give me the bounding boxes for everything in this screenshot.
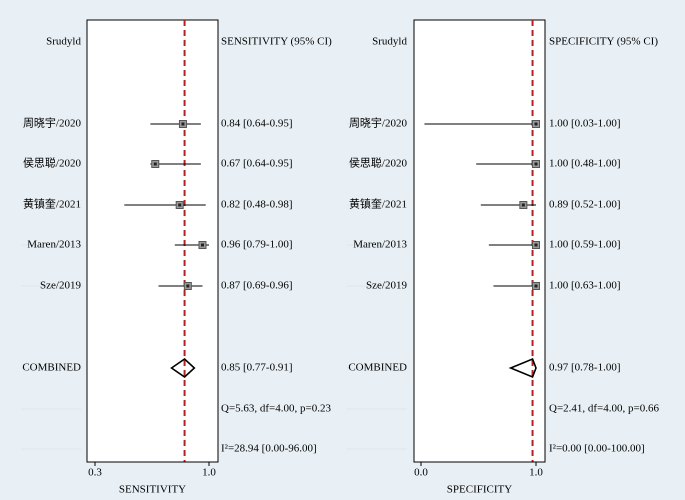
x-tick-label: 0.3 xyxy=(88,467,102,479)
plot-area xyxy=(86,19,219,463)
study-estimate-text: 1.00 [0.48-1.00] xyxy=(549,158,621,170)
combined-estimate-text: 0.97 [0.78-1.00] xyxy=(549,362,621,374)
study-label: Maren/2013 xyxy=(27,239,81,251)
point-estimate-center xyxy=(153,162,157,166)
heterogeneity-i2-text: I²=0.00 [0.00-100.00] xyxy=(549,443,645,455)
study-estimate-text: 0.96 [0.79-1.00] xyxy=(221,239,293,251)
x-tick-label: 0.0 xyxy=(414,467,428,479)
forest-panel-sensitivity: Srudyld SENSITIVITY (95% CI) 周晓宇/2020 0.84 … xyxy=(21,19,332,496)
point-estimate-center xyxy=(534,162,538,166)
point-estimate-center xyxy=(186,284,190,288)
point-estimate-center xyxy=(181,122,185,126)
study-estimate-text: 1.00 [0.03-1.00] xyxy=(549,118,621,130)
study-estimate-text: 0.84 [0.64-0.95] xyxy=(221,118,293,130)
study-estimate-text: 0.87 [0.69-0.96] xyxy=(221,280,293,292)
plot-area xyxy=(413,19,546,463)
forest-panel-specificity: Srudyld SPECIFICITY (95% CI) 周晓宇/2020 1.00 … xyxy=(347,19,659,496)
point-estimate-center xyxy=(534,284,538,288)
study-estimate-text: 0.82 [0.48-0.98] xyxy=(221,199,293,211)
study-label: 黄镇奎/2021 xyxy=(23,197,81,211)
x-axis-label: SENSITIVITY xyxy=(119,484,186,496)
study-label: Sze/2019 xyxy=(366,280,407,292)
x-tick-label: 1.0 xyxy=(529,467,543,479)
study-label: 侯思聪/2020 xyxy=(23,156,82,170)
study-label: 周晓宇/2020 xyxy=(23,117,82,130)
heterogeneity-q-text: Q=2.41, df=4.00, p=0.66 xyxy=(549,403,659,415)
statistic-column-header: SPECIFICITY (95% CI) xyxy=(549,36,658,48)
study-label: 周晓宇/2020 xyxy=(349,117,408,130)
study-label: Sze/2019 xyxy=(40,280,81,292)
study-estimate-text: 1.00 [0.59-1.00] xyxy=(549,239,621,251)
study-estimate-text: 0.67 [0.64-0.95] xyxy=(221,158,293,170)
study-estimate-text: 1.00 [0.63-1.00] xyxy=(549,280,621,292)
statistic-column-header: SENSITIVITY (95% CI) xyxy=(221,36,332,48)
study-label: 黄镇奎/2021 xyxy=(349,197,407,211)
point-estimate-center xyxy=(534,243,538,247)
heterogeneity-i2-text: I²=28.94 [0.00-96.00] xyxy=(221,443,317,455)
study-column-header: Srudyld xyxy=(46,36,81,48)
x-axis-label: SPECIFICITY xyxy=(447,484,512,496)
combined-diamond xyxy=(508,357,537,379)
study-label: Maren/2013 xyxy=(353,239,407,251)
heterogeneity-q-text: Q=5.63, df=4.00, p=0.23 xyxy=(221,403,331,415)
point-estimate-center xyxy=(200,243,204,247)
combined-label: COMBINED xyxy=(22,362,81,374)
study-column-header: Srudyld xyxy=(372,36,407,48)
study-label: 侯思聪/2020 xyxy=(349,156,408,170)
point-estimate-center xyxy=(534,122,538,126)
study-estimate-text: 0.89 [0.52-1.00] xyxy=(549,199,621,211)
point-estimate-center xyxy=(178,203,182,207)
combined-label: COMBINED xyxy=(348,362,407,374)
x-tick-label: 1.0 xyxy=(202,467,216,479)
combined-estimate-text: 0.85 [0.77-0.91] xyxy=(221,362,293,374)
combined-diamond xyxy=(170,357,196,379)
point-estimate-center xyxy=(521,203,525,207)
